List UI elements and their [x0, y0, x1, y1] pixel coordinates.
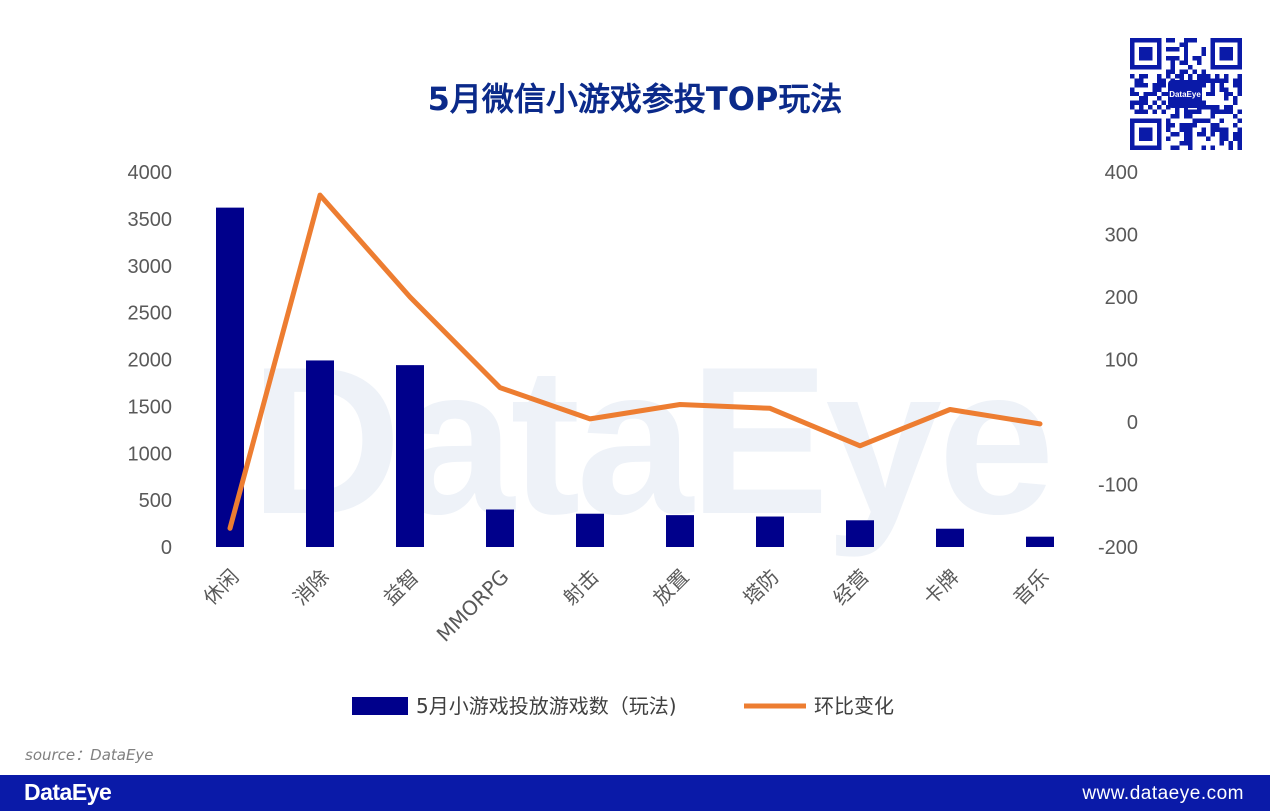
bar: [756, 516, 784, 547]
bar: [576, 513, 604, 547]
chart-title: 5月微信小游戏参投TOP玩法: [427, 80, 843, 118]
footer-bar: DataEye www.dataeye.com: [0, 775, 1270, 811]
category-label: 卡牌: [918, 565, 963, 610]
footer-logo: DataEye: [24, 779, 112, 805]
left-tick-label: 1500: [128, 396, 173, 418]
left-tick-label: 3500: [128, 209, 173, 231]
left-tick-label: 3000: [128, 256, 173, 278]
left-axis: 0 500 1000 1500 2000 2500 3000 3500 4000: [128, 162, 173, 559]
right-tick-label: 300: [1105, 225, 1138, 247]
category-label: 消除: [288, 565, 333, 610]
category-label: 休闲: [198, 565, 243, 610]
category-label: 益智: [378, 565, 423, 610]
footer-url: www.dataeye.com: [1082, 783, 1244, 804]
bar: [846, 520, 874, 547]
left-tick-label: 0: [161, 537, 172, 559]
category-label: 塔防: [738, 565, 783, 610]
bar: [396, 365, 424, 547]
left-tick-label: 2000: [128, 350, 173, 372]
category-label: 放置: [648, 565, 693, 610]
qr-code: [1130, 38, 1242, 150]
bar: [936, 528, 964, 547]
left-tick-label: 4000: [128, 162, 173, 184]
legend: 5月小游戏投放游戏数（玩法) 环比变化: [352, 694, 894, 718]
bar: [666, 515, 694, 547]
left-tick-label: 500: [139, 490, 172, 512]
left-tick-label: 2500: [128, 303, 173, 325]
bar: [1026, 536, 1054, 547]
category-axis: 休闲 消除 益智 MMORPG 射击 放置 塔防 经营 卡牌 音乐: [198, 565, 1053, 647]
left-tick-label: 1000: [128, 443, 173, 465]
legend-label-bar: 5月小游戏投放游戏数（玩法): [416, 694, 677, 718]
legend-label-line: 环比变化: [814, 694, 894, 718]
bar: [486, 509, 514, 547]
category-label: 射击: [558, 565, 603, 610]
legend-swatch-bar: [352, 697, 408, 715]
right-tick-label: -200: [1098, 537, 1138, 559]
right-tick-label: 200: [1105, 287, 1138, 309]
right-axis: -200 -100 0 100 200 300 400: [1098, 162, 1138, 559]
qr-logo: DataEye: [1168, 80, 1202, 108]
bar-series: [216, 207, 1054, 547]
right-tick-label: 0: [1127, 412, 1138, 434]
category-label: 音乐: [1008, 565, 1053, 610]
right-tick-label: -100: [1098, 475, 1138, 497]
bar: [306, 360, 334, 547]
line-series: [227, 192, 1043, 531]
category-label: MMORPG: [432, 565, 514, 647]
category-label: 经营: [828, 565, 873, 610]
source-note: source：DataEye: [25, 746, 154, 764]
right-tick-label: 100: [1105, 350, 1138, 372]
right-tick-label: 400: [1105, 162, 1138, 184]
